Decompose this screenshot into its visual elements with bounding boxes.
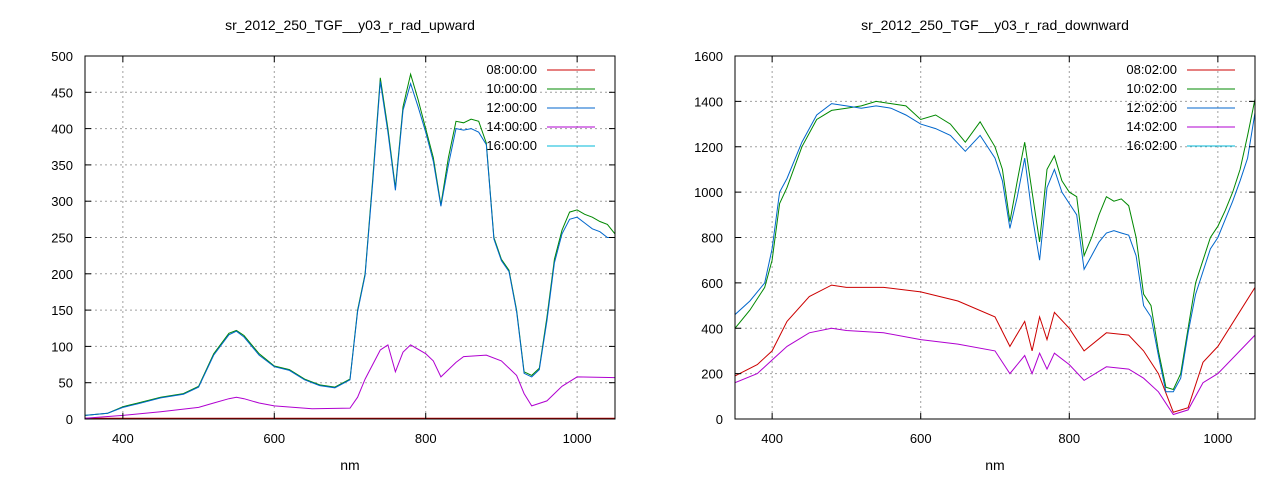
- series-line-3: [735, 103, 1255, 393]
- y-tick-label: 0: [716, 412, 723, 427]
- legend-label: 10:00:00: [486, 81, 537, 96]
- series-line-1: [735, 284, 1255, 413]
- y-tick-label: 200: [51, 267, 73, 282]
- y-tick-label: 300: [51, 194, 73, 209]
- x-tick-label: 1000: [563, 431, 592, 446]
- y-tick-label: 350: [51, 158, 73, 173]
- y-tick-label: 600: [701, 276, 723, 291]
- series-group: [85, 72, 615, 419]
- legend-label: 10:02:00: [1126, 81, 1177, 96]
- y-tick-label: 400: [51, 122, 73, 137]
- legend: 08:00:00 10:00:00 12:00:00 14:00:00 16:00:00: [486, 62, 595, 153]
- y-tick-label: 1600: [694, 49, 723, 64]
- chart-title-downward: sr_2012_250_TGF__y03_r_rad_downward: [861, 17, 1129, 33]
- x-tick-label: 400: [112, 431, 134, 446]
- y-tick-label: 50: [59, 376, 73, 391]
- chart-title-upward: sr_2012_250_TGF__y03_r_rad_upward: [225, 17, 475, 33]
- x-tick-label: 600: [263, 431, 285, 446]
- legend-label: 16:02:00: [1126, 138, 1177, 153]
- y-tick-label: 500: [51, 49, 73, 64]
- legend: 08:02:00 10:02:00 12:02:00 14:02:00 16:02:00: [1126, 62, 1235, 153]
- y-tick-label: 1400: [694, 94, 723, 109]
- legend-label: 12:02:00: [1126, 100, 1177, 115]
- y-tick-label: 1200: [694, 140, 723, 155]
- legend-label: 12:00:00: [486, 100, 537, 115]
- x-tick-label: 400: [761, 431, 783, 446]
- y-tick-label: 250: [51, 231, 73, 246]
- series-group: [735, 99, 1255, 419]
- series-line-4: [85, 344, 615, 419]
- y-tick-label: 1000: [694, 185, 723, 200]
- series-line-2: [735, 99, 1255, 391]
- downward-radiance-chart: sr_2012_250_TGF__y03_r_rad_downward nm 4…: [694, 17, 1256, 473]
- x-axis-label-upward: nm: [340, 457, 359, 473]
- y-tick-label: 450: [51, 85, 73, 100]
- series-line-3: [85, 81, 615, 416]
- legend-label: 08:00:00: [486, 62, 537, 77]
- x-axis-label-downward: nm: [985, 457, 1004, 473]
- legend-label: 14:00:00: [486, 119, 537, 134]
- series-line-4: [735, 327, 1255, 416]
- x-tick-label: 600: [910, 431, 932, 446]
- y-tick-label: 0: [66, 412, 73, 427]
- x-tick-label: 800: [415, 431, 437, 446]
- y-tick-label: 800: [701, 231, 723, 246]
- x-tick-label: 800: [1058, 431, 1080, 446]
- y-tick-label: 400: [701, 321, 723, 336]
- legend-label: 14:02:00: [1126, 119, 1177, 134]
- y-tick-label: 100: [51, 339, 73, 354]
- y-tick-label: 200: [701, 367, 723, 382]
- x-tick-label: 1000: [1203, 431, 1232, 446]
- legend-label: 16:00:00: [486, 138, 537, 153]
- upward-radiance-chart: sr_2012_250_TGF__y03_r_rad_upward nm 400…: [51, 17, 616, 473]
- legend-label: 08:02:00: [1126, 62, 1177, 77]
- y-tick-label: 150: [51, 303, 73, 318]
